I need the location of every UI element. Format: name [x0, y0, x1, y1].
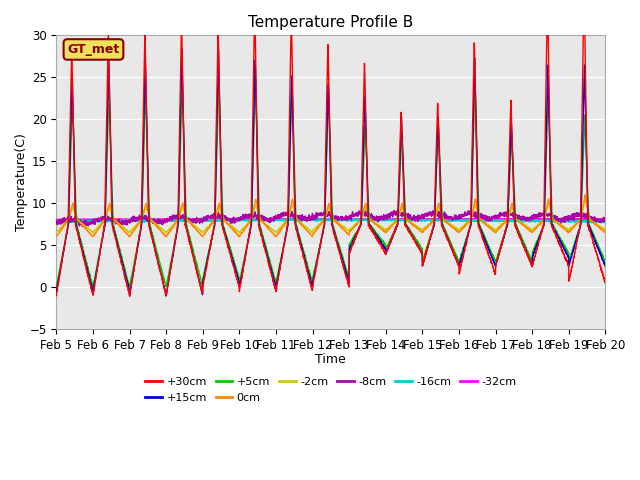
-16cm: [148, 218, 156, 224]
Line: 0cm: 0cm: [56, 195, 605, 237]
-32cm: [148, 216, 156, 222]
+15cm: [532, 245, 540, 251]
0cm: [602, 230, 609, 236]
+5cm: [532, 242, 540, 248]
-32cm: [287, 216, 294, 222]
-16cm: [239, 216, 246, 221]
-8cm: [532, 215, 540, 220]
+15cm: [125, 293, 133, 299]
-16cm: [602, 218, 609, 224]
Y-axis label: Temperature(C): Temperature(C): [15, 133, 28, 231]
-2cm: [263, 222, 271, 228]
-32cm: [52, 217, 60, 223]
0cm: [263, 224, 271, 230]
+30cm: [591, 246, 598, 252]
-8cm: [81, 224, 89, 230]
Title: Temperature Profile B: Temperature Profile B: [248, 15, 413, 30]
0cm: [287, 203, 294, 209]
0cm: [591, 221, 598, 227]
+30cm: [532, 250, 540, 256]
-8cm: [263, 218, 271, 224]
+5cm: [89, 284, 97, 290]
+15cm: [591, 239, 598, 244]
X-axis label: Time: Time: [316, 353, 346, 366]
+5cm: [602, 258, 609, 264]
+30cm: [125, 293, 133, 299]
0cm: [532, 226, 540, 231]
+5cm: [252, 73, 259, 79]
-8cm: [52, 218, 60, 224]
Line: -16cm: -16cm: [56, 218, 605, 223]
-32cm: [602, 216, 609, 222]
+15cm: [287, 97, 295, 103]
-2cm: [52, 229, 60, 235]
0cm: [148, 218, 156, 224]
-16cm: [52, 218, 60, 224]
+30cm: [287, 34, 294, 40]
+30cm: [263, 253, 271, 259]
Line: +5cm: +5cm: [56, 76, 605, 287]
-16cm: [532, 218, 540, 224]
+5cm: [148, 229, 156, 235]
+30cm: [52, 293, 60, 299]
-32cm: [115, 217, 123, 223]
-2cm: [532, 224, 540, 229]
-2cm: [287, 207, 294, 213]
Line: -2cm: -2cm: [56, 199, 605, 233]
-16cm: [287, 217, 294, 223]
-8cm: [591, 220, 598, 226]
-8cm: [390, 208, 398, 214]
-2cm: [591, 221, 598, 227]
+30cm: [115, 251, 123, 256]
-8cm: [148, 217, 156, 223]
Line: +15cm: +15cm: [56, 49, 605, 296]
-32cm: [263, 216, 271, 222]
-2cm: [581, 196, 589, 202]
+5cm: [264, 248, 271, 254]
-2cm: [602, 228, 609, 233]
-8cm: [115, 219, 123, 225]
-32cm: [65, 217, 73, 223]
+15cm: [115, 247, 123, 252]
0cm: [115, 222, 123, 228]
-16cm: [115, 218, 123, 224]
Legend: +30cm, +15cm, +5cm, 0cm, -2cm, -8cm, -16cm, -32cm: +30cm, +15cm, +5cm, 0cm, -2cm, -8cm, -16…: [141, 372, 521, 407]
Line: -8cm: -8cm: [56, 211, 605, 227]
-16cm: [263, 217, 271, 223]
+15cm: [264, 252, 271, 258]
-16cm: [601, 220, 609, 226]
Text: GT_met: GT_met: [67, 43, 120, 56]
+5cm: [591, 234, 598, 240]
Line: +30cm: +30cm: [56, 0, 605, 296]
+5cm: [287, 115, 295, 121]
+30cm: [602, 279, 609, 285]
-2cm: [148, 218, 156, 224]
-32cm: [474, 216, 481, 222]
+15cm: [602, 264, 609, 269]
-16cm: [591, 218, 598, 224]
+15cm: [178, 47, 186, 52]
-8cm: [287, 211, 294, 216]
+15cm: [52, 288, 60, 294]
0cm: [581, 192, 589, 198]
-32cm: [591, 217, 598, 223]
+15cm: [148, 233, 156, 239]
0cm: [52, 233, 60, 239]
-32cm: [532, 216, 540, 222]
-2cm: [115, 221, 123, 227]
-2cm: [272, 230, 280, 236]
+5cm: [52, 284, 60, 289]
Line: -32cm: -32cm: [56, 219, 605, 220]
+5cm: [115, 244, 123, 250]
+30cm: [148, 234, 156, 240]
-8cm: [602, 216, 609, 221]
0cm: [163, 234, 170, 240]
